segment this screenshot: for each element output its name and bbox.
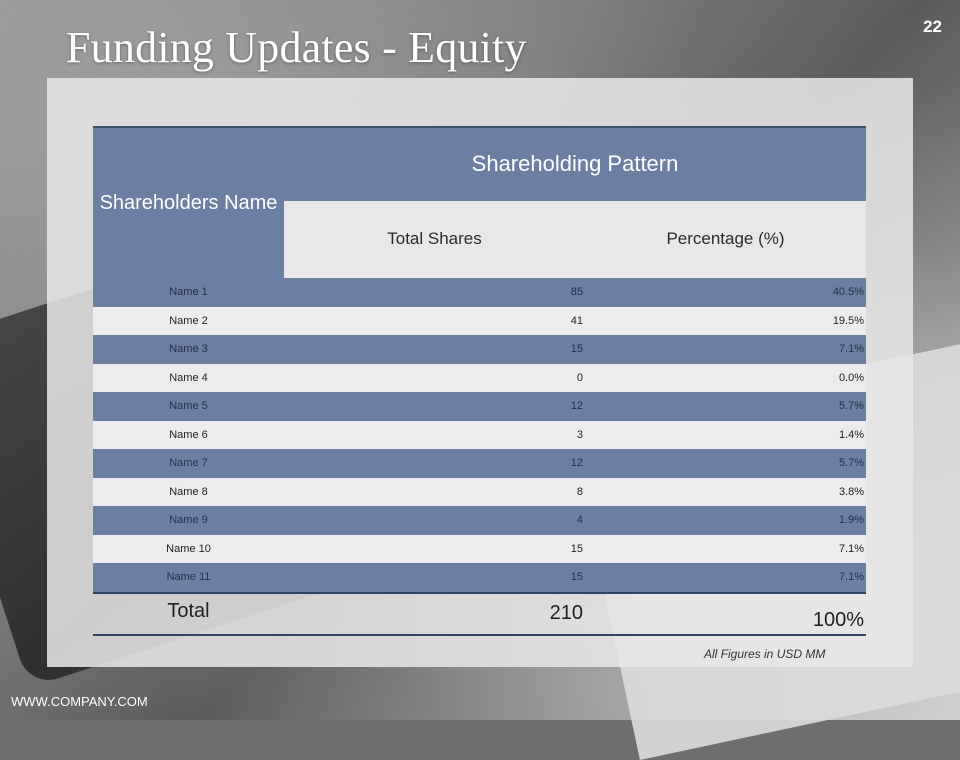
shareholding-table: Shareholders Name Shareholding Pattern T… <box>93 126 867 636</box>
page-number: 22 <box>923 17 942 36</box>
percentage-cell: 40.5% <box>585 278 867 307</box>
total-shares-cell: 85 <box>284 278 585 307</box>
shareholder-name: Name 10 <box>93 534 284 563</box>
website-footer: WWW.COMPANY.COM <box>11 694 148 709</box>
total-shares-cell: 3 <box>284 420 585 449</box>
total-shares-cell: 15 <box>284 563 585 593</box>
figures-note: All Figures in USD MM <box>704 647 826 661</box>
shareholder-name: Name 2 <box>93 306 284 335</box>
total-row: Total 210 100% <box>93 591 867 636</box>
table-row: Name 5 12 5.7% <box>93 392 867 421</box>
table-row: Name 9 4 1.9% <box>93 506 867 535</box>
percentage-cell: 7.1% <box>585 335 867 364</box>
shareholder-name: Name 9 <box>93 506 284 535</box>
shareholder-name: Name 8 <box>93 477 284 506</box>
shareholder-name: Name 6 <box>93 420 284 449</box>
table-row: Name 2 41 19.5% <box>93 306 867 335</box>
table-row: Name 11 15 7.1% <box>93 563 867 593</box>
total-shares-cell: 0 <box>284 363 585 392</box>
total-shares-cell: 41 <box>284 306 585 335</box>
percentage-cell: 7.1% <box>585 534 867 563</box>
total-label: Total <box>93 591 284 636</box>
percentage-header: Percentage (%) <box>585 200 867 278</box>
shareholder-name: Name 5 <box>93 392 284 421</box>
table-row: Name 3 15 7.1% <box>93 335 867 364</box>
slide-title: Funding Updates - Equity <box>66 23 527 72</box>
table-row: Name 4 0 0.0% <box>93 363 867 392</box>
percentage-cell: 19.5% <box>585 306 867 335</box>
total-shares-cell: 8 <box>284 477 585 506</box>
table-row: Name 8 8 3.8% <box>93 477 867 506</box>
total-shares-cell: 15 <box>284 335 585 364</box>
total-shares-cell: 12 <box>284 392 585 421</box>
total-shares-value: 210 <box>284 591 585 636</box>
percentage-cell: 1.9% <box>585 506 867 535</box>
table-row: Name 7 12 5.7% <box>93 449 867 478</box>
total-shares-cell: 12 <box>284 449 585 478</box>
shareholder-name: Name 11 <box>93 563 284 593</box>
shareholding-pattern-header: Shareholding Pattern <box>284 126 867 201</box>
table-row: Name 6 3 1.4% <box>93 420 867 449</box>
table-row: Name 1 85 40.5% <box>93 278 867 307</box>
shareholder-name: Name 7 <box>93 449 284 478</box>
total-percentage-value: 100% <box>585 591 867 636</box>
percentage-cell: 0.0% <box>585 363 867 392</box>
percentage-cell: 5.7% <box>585 392 867 421</box>
total-shares-header: Total Shares <box>284 200 585 278</box>
percentage-cell: 1.4% <box>585 420 867 449</box>
percentage-cell: 3.8% <box>585 477 867 506</box>
percentage-cell: 5.7% <box>585 449 867 478</box>
shareholder-name: Name 1 <box>93 278 284 307</box>
shareholder-name: Name 3 <box>93 335 284 364</box>
total-shares-cell: 15 <box>284 534 585 563</box>
percentage-cell: 7.1% <box>585 563 867 593</box>
shareholders-name-header: Shareholders Name <box>93 126 284 278</box>
total-shares-cell: 4 <box>284 506 585 535</box>
shareholder-name: Name 4 <box>93 363 284 392</box>
table-row: Name 10 15 7.1% <box>93 534 867 563</box>
